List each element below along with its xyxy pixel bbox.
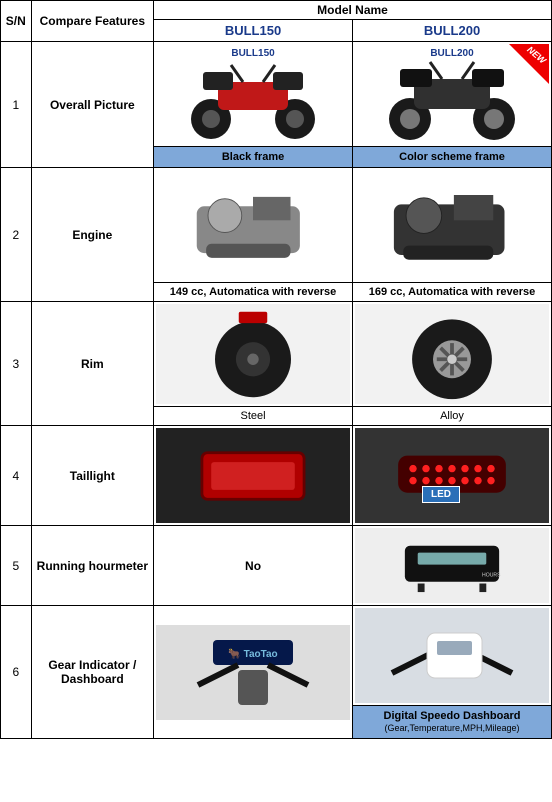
row3-spec1: Steel (154, 407, 353, 426)
row2-img2 (353, 168, 552, 283)
row4-feature: Taillight (31, 426, 153, 526)
row4-sn: 4 (1, 426, 32, 526)
row2-sn: 2 (1, 168, 32, 302)
row2-img1 (154, 168, 353, 283)
row6-sn: 6 (1, 606, 32, 739)
bull200-mini-label: BULL200 (430, 48, 473, 59)
row3-img2 (353, 302, 552, 407)
dash1-icon: 🐂 TaoTao (178, 625, 328, 720)
row6-img1: 🐂 TaoTao (154, 606, 353, 739)
row3-feature: Rim (31, 302, 153, 426)
svg-text:HOURS: HOURS (482, 573, 501, 579)
row3-img1 (154, 302, 353, 407)
row6-spec2-line2: (Gear,Temperature,MPH,Mileage) (384, 723, 519, 733)
row3-spec2: Alloy (353, 407, 552, 426)
header-compare: Compare Features (31, 1, 153, 42)
row2-spec2: 169 cc, Automatica with reverse (353, 283, 552, 302)
row2-feature: Engine (31, 168, 153, 302)
bull150-mini-label: BULL150 (231, 48, 274, 59)
row1-spec1: Black frame (154, 147, 353, 168)
row4-img1 (154, 426, 353, 526)
dash2-icon (377, 608, 527, 703)
taillight1-icon (188, 436, 318, 516)
hourmeter-icon: HOURS (392, 533, 512, 598)
row2-spec1: 149 cc, Automatica with reverse (154, 283, 353, 302)
row1-img2: BULL200 NEW (353, 42, 552, 147)
row5-feature: Running hourmeter (31, 526, 153, 606)
svg-text:🐂 TaoTao: 🐂 TaoTao (228, 648, 277, 660)
comparison-table: S/N Compare Features Model Name BULL150 … (0, 0, 552, 739)
row1-sn: 1 (1, 42, 32, 168)
header-model1: BULL150 (154, 20, 353, 42)
led-label: LED (422, 486, 460, 503)
atv2-icon (372, 47, 532, 142)
taillight2-icon (387, 436, 517, 516)
row1-feature: Overall Picture (31, 42, 153, 168)
header-model2: BULL200 (353, 20, 552, 42)
engine1-icon (178, 175, 328, 275)
rim2-icon (392, 307, 512, 402)
row1-img1: BULL150 (154, 42, 353, 147)
row5-spec1: No (154, 526, 353, 606)
row5-img2: HOURS (353, 526, 552, 606)
row5-sn: 5 (1, 526, 32, 606)
row6-spec2-line1: Digital Speedo Dashboard (384, 710, 521, 722)
header-sn: S/N (1, 1, 32, 42)
atv1-icon (173, 47, 333, 142)
row6-img2 (353, 606, 552, 706)
header-modelname: Model Name (154, 1, 552, 20)
row6-feature: Gear Indicator / Dashboard (31, 606, 153, 739)
row4-img2: LED (353, 426, 552, 526)
rim1-icon (193, 307, 313, 402)
row3-sn: 3 (1, 302, 32, 426)
row6-spec2: Digital Speedo Dashboard (Gear,Temperatu… (353, 706, 552, 739)
engine2-icon (377, 175, 527, 275)
row1-spec2: Color scheme frame (353, 147, 552, 168)
